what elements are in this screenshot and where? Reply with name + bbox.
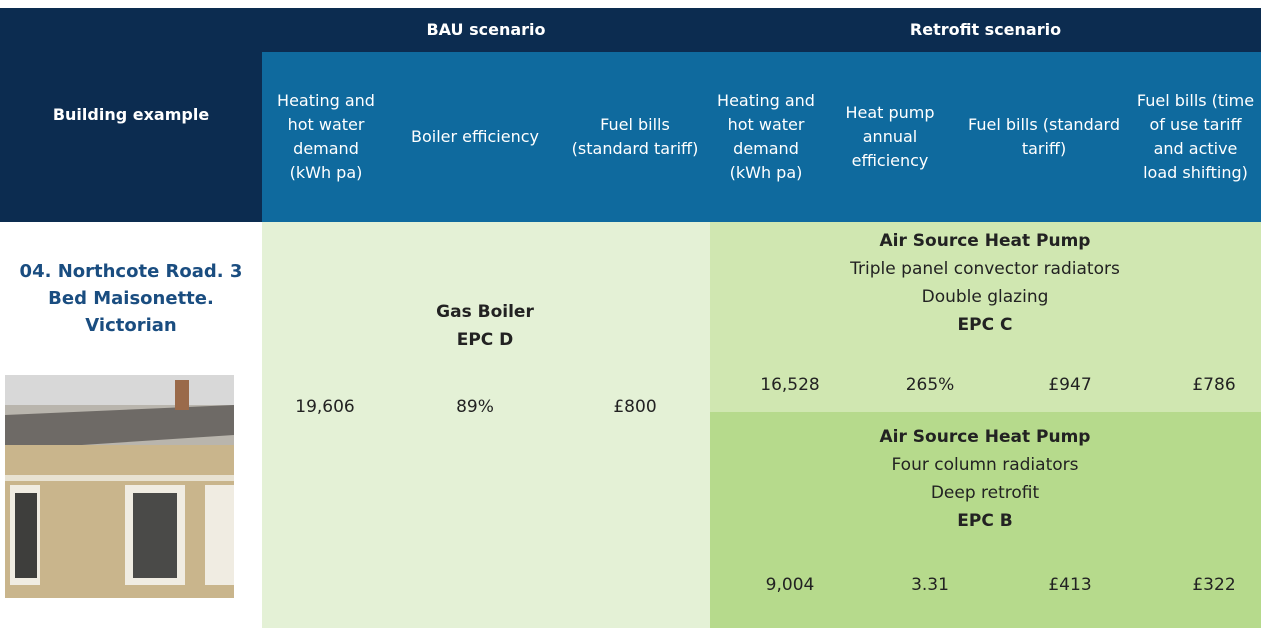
column-header: Heating and hot water demand (kWh pa)	[277, 91, 375, 182]
detail-label: Four column radiators	[891, 455, 1079, 475]
retrofit-option-block	[710, 222, 1261, 412]
epc-label: EPC B	[957, 511, 1013, 531]
column-header-band	[262, 52, 1261, 222]
building-name: 04. Northcote Road. 3 Bed Maisonette. Vi…	[19, 261, 243, 336]
column-header: Fuel bills (time of use tariff and activ…	[1136, 91, 1255, 182]
building-photo	[5, 375, 234, 598]
column-header: Heating and hot water demand (kWh pa)	[717, 91, 815, 182]
group-header: Retrofit scenario	[909, 20, 1062, 39]
table-cell: 89%	[456, 397, 494, 417]
system-label: Gas Boiler	[436, 302, 534, 322]
system-label: Air Source Heat Pump	[879, 231, 1091, 251]
table-cell: 16,528	[760, 375, 820, 395]
epc-label: EPC D	[456, 330, 514, 350]
retrofit-option-block	[710, 412, 1261, 628]
table-cell: £947	[1048, 375, 1092, 395]
system-label: Air Source Heat Pump	[879, 427, 1091, 447]
table-cell: 19,606	[295, 397, 355, 417]
group-header: BAU scenario	[426, 20, 546, 39]
table-cell: £413	[1048, 575, 1092, 595]
column-header: Fuel bills (standard tariff)	[571, 115, 699, 158]
detail-label: Triple panel convector radiators	[850, 259, 1120, 279]
table-cell: £786	[1192, 375, 1236, 395]
table-cell: 3.31	[911, 575, 949, 595]
detail-label: Double glazing	[921, 287, 1049, 307]
bau-block	[262, 222, 710, 628]
table-cell: £322	[1192, 575, 1236, 595]
table-cell: 9,004	[765, 575, 815, 595]
table-cell: 265%	[905, 375, 955, 395]
table-cell: £800	[613, 397, 657, 417]
column-header: Fuel bills (standard tariff)	[968, 115, 1120, 158]
column-header: Boiler efficiency	[411, 127, 539, 146]
detail-label: Deep retrofit	[930, 483, 1040, 503]
building-column-header: Building example	[0, 8, 262, 222]
column-header: Heat pump annual efficiency	[845, 103, 935, 170]
epc-label: EPC C	[957, 315, 1013, 335]
